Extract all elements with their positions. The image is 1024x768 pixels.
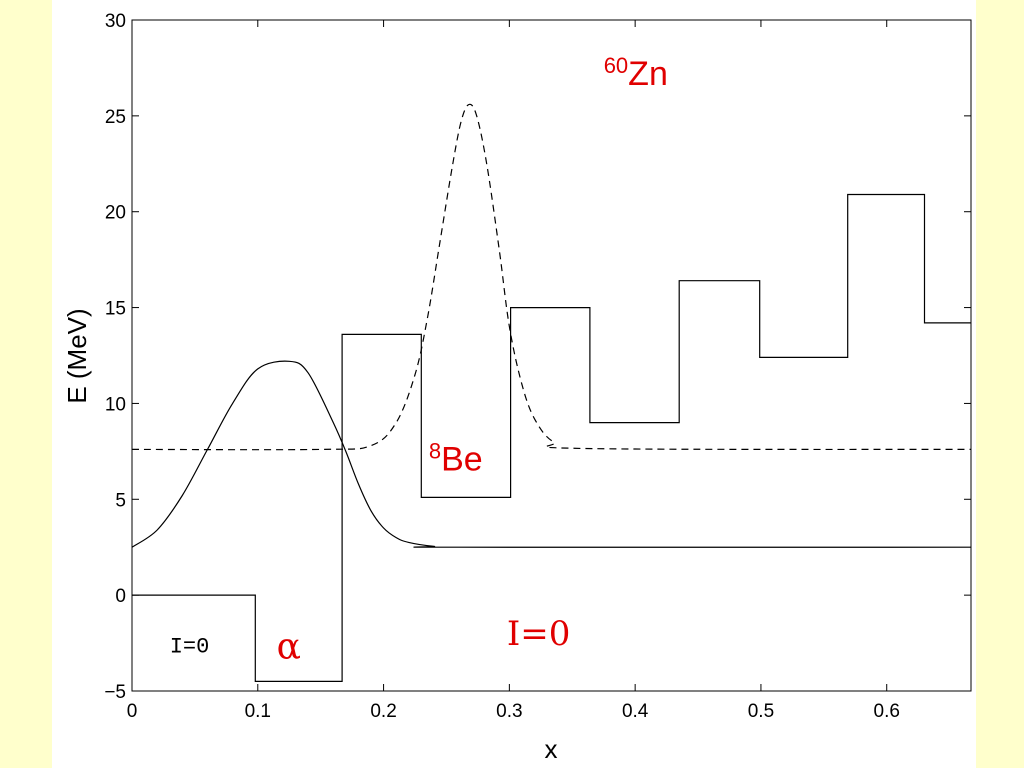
x-tick-label: 0 <box>127 701 138 722</box>
y-tick-label: 5 <box>115 490 126 511</box>
annotation-alpha: α <box>277 626 301 667</box>
annotation-be-symbol: Be <box>441 441 483 479</box>
annotation-be-mass: 8 <box>429 439 441 464</box>
y-tick-label: 10 <box>105 394 126 415</box>
series-group <box>131 103 972 682</box>
x-axis-title: x <box>545 734 558 764</box>
y-tick-label: 0 <box>115 586 126 607</box>
y-tick-label: 25 <box>105 107 126 128</box>
annotation-be-label: 8Be <box>429 439 483 479</box>
annotations-group: 60Zn 8Be α I=0 I=0 <box>170 53 668 667</box>
y-ticks: −5 0 5 10 15 20 25 30 <box>104 11 971 703</box>
x-ticks: 0 0.1 0.2 0.3 0.4 0.5 0.6 <box>127 20 900 722</box>
plot-area <box>131 19 972 692</box>
annotation-zn-symbol: Zn <box>628 55 668 93</box>
x-tick-label: 0.2 <box>370 701 396 722</box>
x-tick-label: 0.5 <box>748 701 774 722</box>
y-tick-label: −5 <box>104 682 126 703</box>
x-tick-label: 0.1 <box>245 701 271 722</box>
y-tick-label: 20 <box>105 203 126 224</box>
y-tick-label: 15 <box>105 299 126 320</box>
annotation-i0-red: I=0 <box>507 614 571 654</box>
chart-panel: 0 0.1 0.2 0.3 0.4 0.5 0.6 −5 0 5 10 15 20 25 30 60Zn 8… <box>52 0 976 768</box>
x-tick-label: 0.3 <box>496 701 522 722</box>
annotation-i0-black: I=0 <box>170 635 210 660</box>
annotation-zn-mass: 60 <box>604 53 628 78</box>
y-axis-title: E (MeV) <box>62 308 92 403</box>
alpha-wavefunction-line <box>131 360 972 548</box>
potential-step-line <box>132 193 971 682</box>
annotation-zn-label: 60Zn <box>604 53 668 93</box>
x-tick-label: 0.4 <box>622 701 649 722</box>
x-tick-label: 0.6 <box>874 701 900 722</box>
y-tick-label: 30 <box>105 11 126 32</box>
